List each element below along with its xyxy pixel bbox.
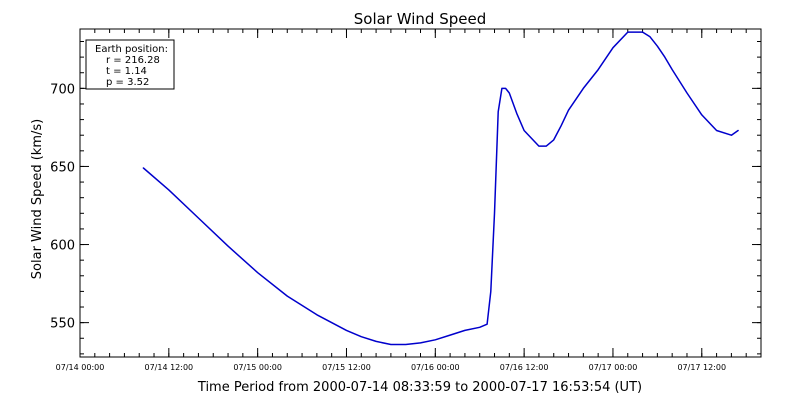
x-tick-label: 07/15 00:00 — [233, 363, 282, 372]
earth-position-box: Earth position: r = 216.28 t = 1.14 p = … — [85, 39, 175, 90]
earth-position-frame — [85, 39, 175, 90]
x-axis-label: Time Period from 2000-07-14 08:33:59 to … — [197, 380, 642, 395]
x-tick-label: 07/16 12:00 — [500, 363, 549, 372]
x-tick-labels: 07/14 00:00 07/14 12:00 07/15 00:00 07/15 1… — [56, 363, 726, 372]
x-tick-label: 07/17 12:00 — [677, 363, 726, 372]
y-tick-label: 700 — [50, 82, 75, 97]
plot-frame — [79, 28, 762, 358]
x-tick-label: 07/14 12:00 — [144, 363, 193, 372]
earth-position-p: p = 3.52 — [106, 77, 149, 88]
earth-position-t: t = 1.14 — [106, 66, 147, 77]
y-tick-label: 600 — [50, 239, 75, 254]
y-axis-label: Solar Wind Speed (km/s) — [30, 119, 45, 279]
x-tick-label: 07/14 00:00 — [56, 363, 105, 372]
y-tick-labels: 550 600 650 700 — [50, 82, 75, 331]
solar-wind-speed-line — [142, 31, 739, 346]
x-tick-label: 07/15 12:00 — [322, 363, 371, 372]
chart-title: Solar Wind Speed — [354, 10, 486, 28]
x-tick-label: 07/17 00:00 — [589, 363, 638, 372]
y-tick-label: 650 — [50, 160, 75, 175]
earth-position-title: Earth position: — [95, 44, 168, 55]
series-layer — [142, 31, 739, 346]
x-tick-label: 07/16 00:00 — [411, 363, 460, 372]
earth-position-r: r = 216.28 — [106, 55, 160, 66]
y-tick-label: 550 — [50, 317, 75, 332]
